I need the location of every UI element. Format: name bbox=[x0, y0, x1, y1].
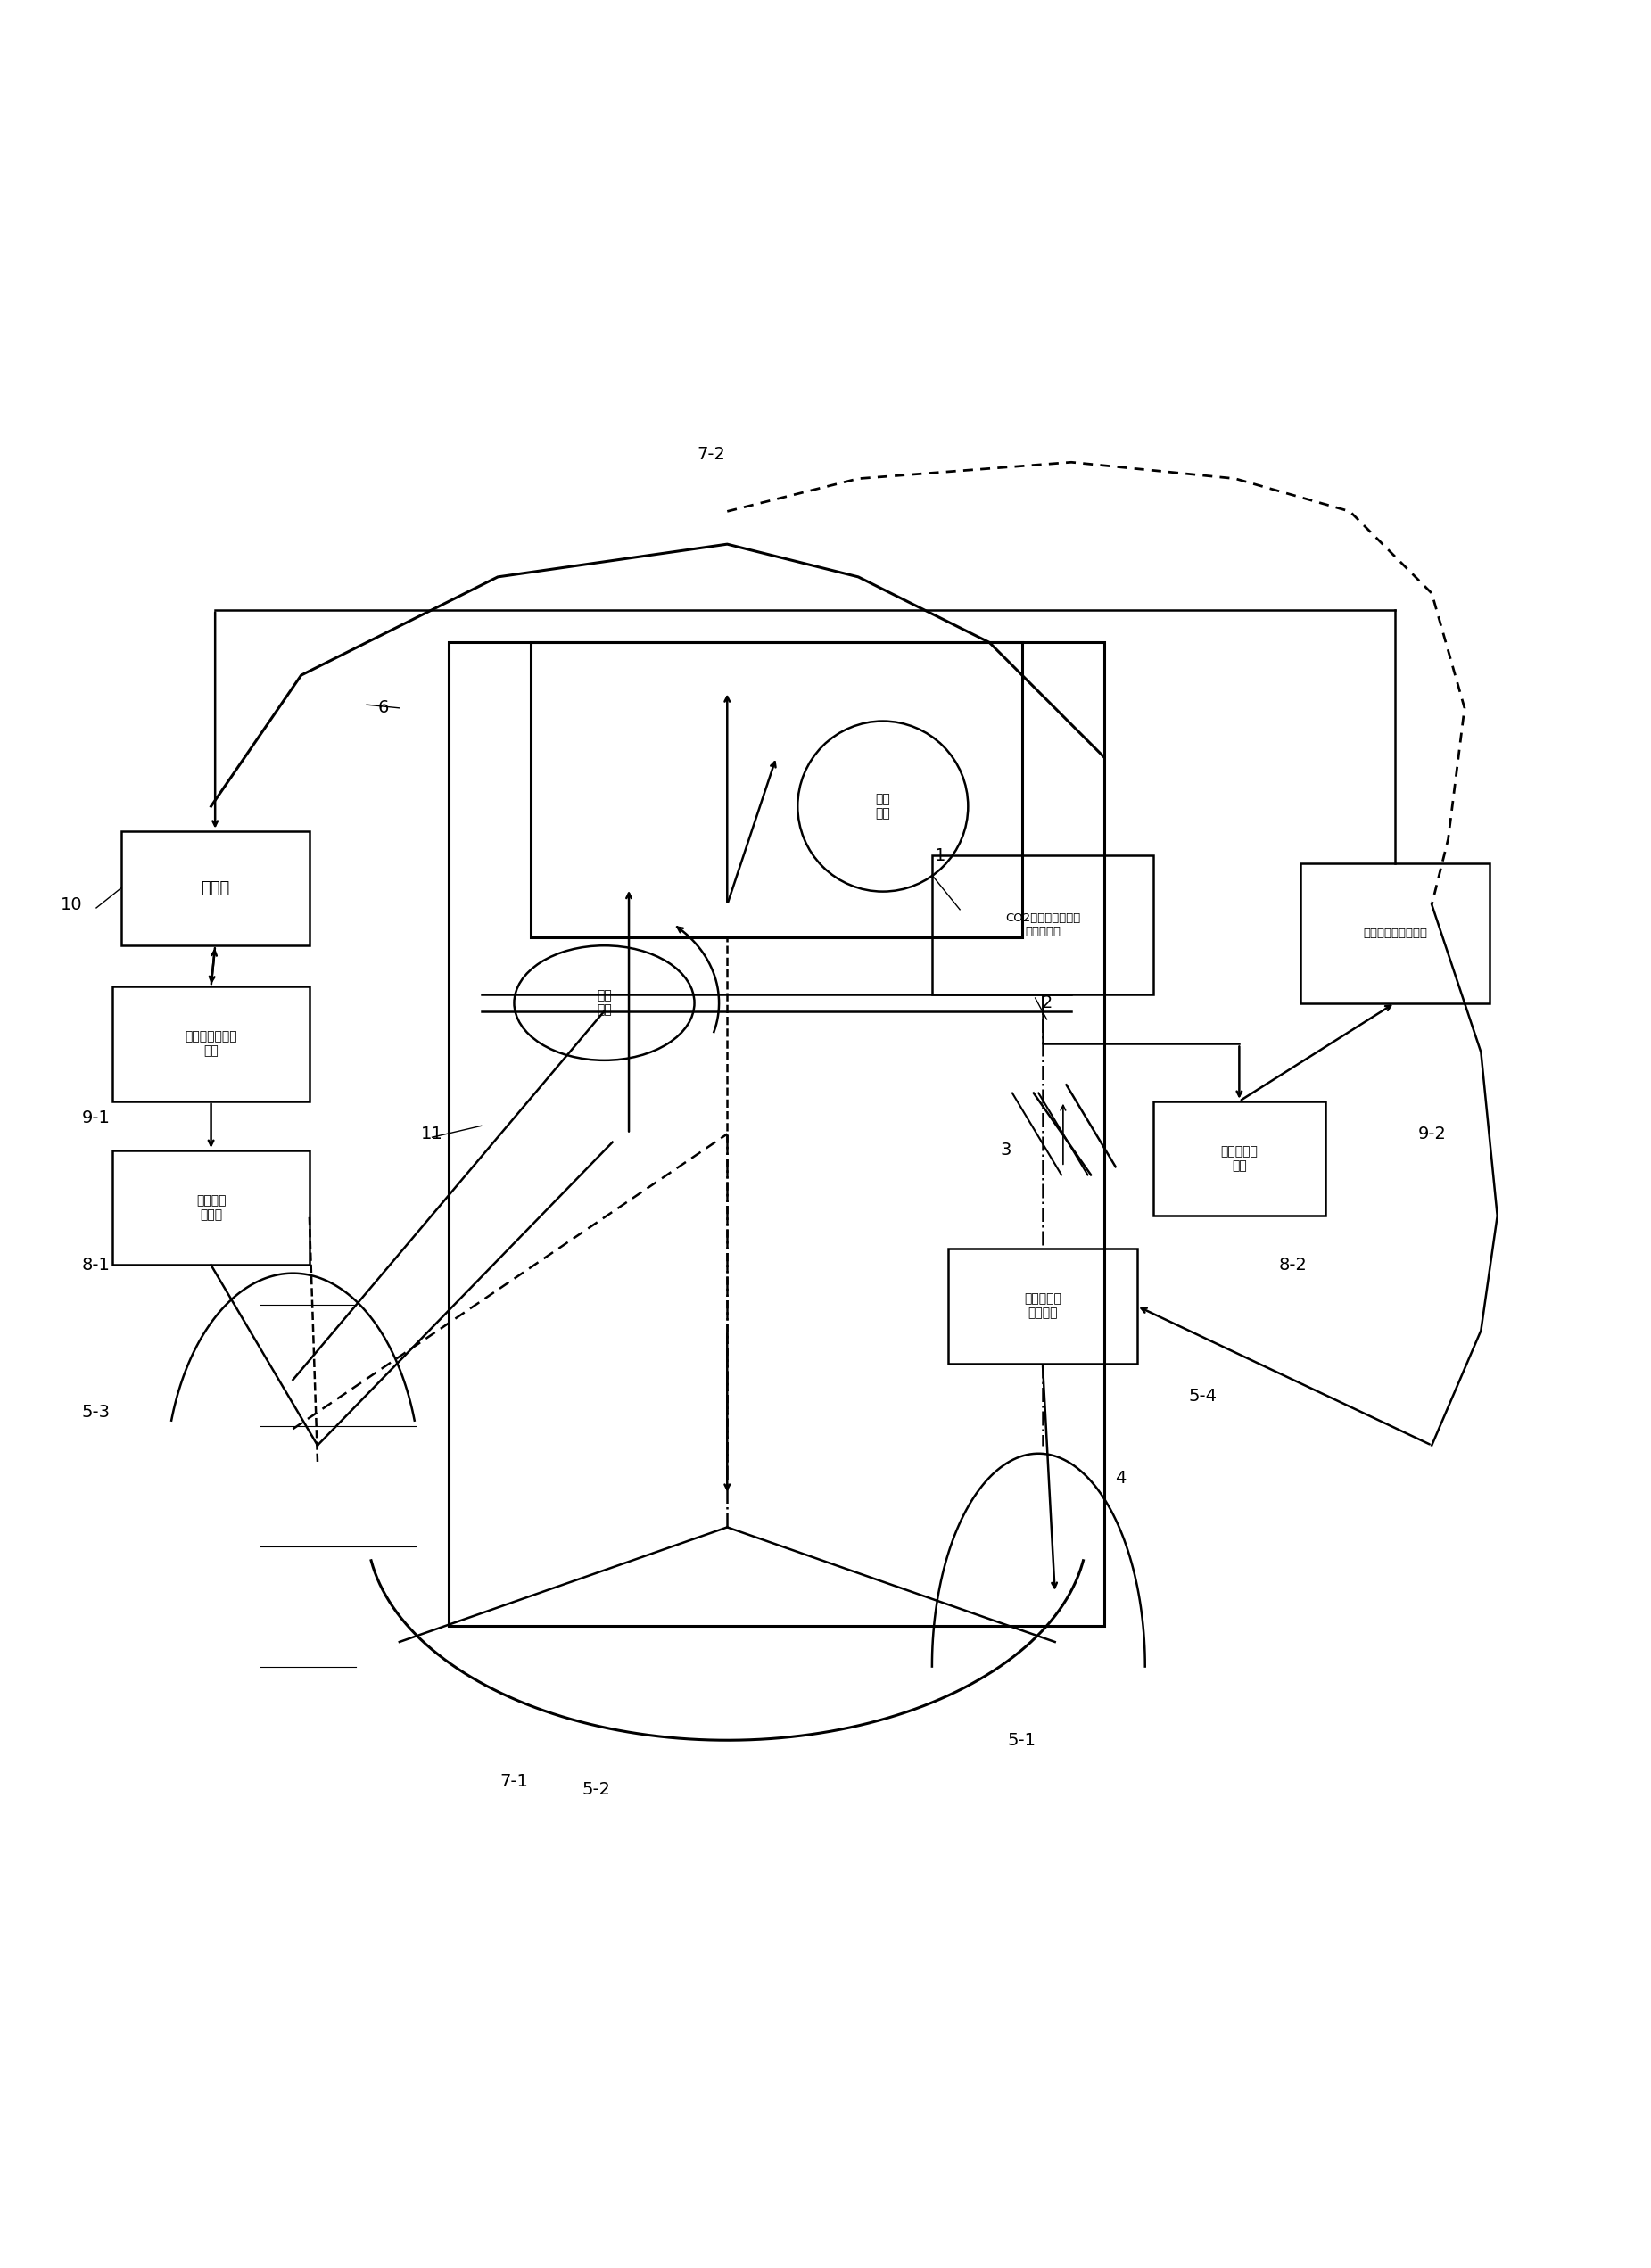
Text: 标准
目标: 标准 目标 bbox=[875, 794, 890, 819]
Text: 2: 2 bbox=[1042, 993, 1052, 1012]
Text: 5-4: 5-4 bbox=[1189, 1388, 1217, 1404]
Text: 第一锁相放大器
模块: 第一锁相放大器 模块 bbox=[185, 1030, 238, 1057]
Text: 9-1: 9-1 bbox=[83, 1109, 111, 1127]
Text: 散射信号
探测器: 散射信号 探测器 bbox=[196, 1195, 226, 1220]
Text: 6: 6 bbox=[378, 699, 388, 717]
Text: CO2激光泵浦连续太
赫兹激光器: CO2激光泵浦连续太 赫兹激光器 bbox=[1005, 912, 1080, 937]
Bar bbox=[1301, 864, 1489, 1002]
Text: 5-3: 5-3 bbox=[83, 1404, 111, 1422]
Text: 8-2: 8-2 bbox=[1278, 1256, 1306, 1275]
Text: 计算机: 计算机 bbox=[201, 880, 229, 896]
Text: 11: 11 bbox=[421, 1125, 442, 1143]
Text: 1: 1 bbox=[934, 846, 946, 864]
Bar bbox=[948, 1250, 1138, 1363]
Bar bbox=[112, 1150, 309, 1266]
Text: 参考信号探
测器: 参考信号探 测器 bbox=[1220, 1145, 1258, 1173]
Text: 5-1: 5-1 bbox=[1007, 1733, 1037, 1749]
Text: 8-1: 8-1 bbox=[83, 1256, 111, 1275]
Text: 电控可变比
扩束装置: 电控可变比 扩束装置 bbox=[1024, 1293, 1062, 1320]
Bar bbox=[121, 830, 309, 946]
Text: 7-1: 7-1 bbox=[500, 1774, 528, 1789]
Bar bbox=[530, 642, 1022, 937]
Text: 3: 3 bbox=[1001, 1141, 1012, 1159]
Text: 第二锁相放大器模块: 第二锁相放大器模块 bbox=[1362, 928, 1426, 939]
Text: 5-2: 5-2 bbox=[581, 1780, 611, 1799]
Text: 7-2: 7-2 bbox=[697, 445, 725, 463]
Text: 10: 10 bbox=[61, 896, 83, 914]
Bar bbox=[112, 987, 309, 1102]
Text: 9-2: 9-2 bbox=[1418, 1125, 1446, 1143]
Bar bbox=[1152, 1102, 1326, 1216]
Bar bbox=[933, 855, 1152, 996]
Bar bbox=[449, 642, 1105, 1626]
Text: 4: 4 bbox=[1114, 1470, 1126, 1486]
Text: 待测
目标: 待测 目标 bbox=[596, 989, 613, 1016]
